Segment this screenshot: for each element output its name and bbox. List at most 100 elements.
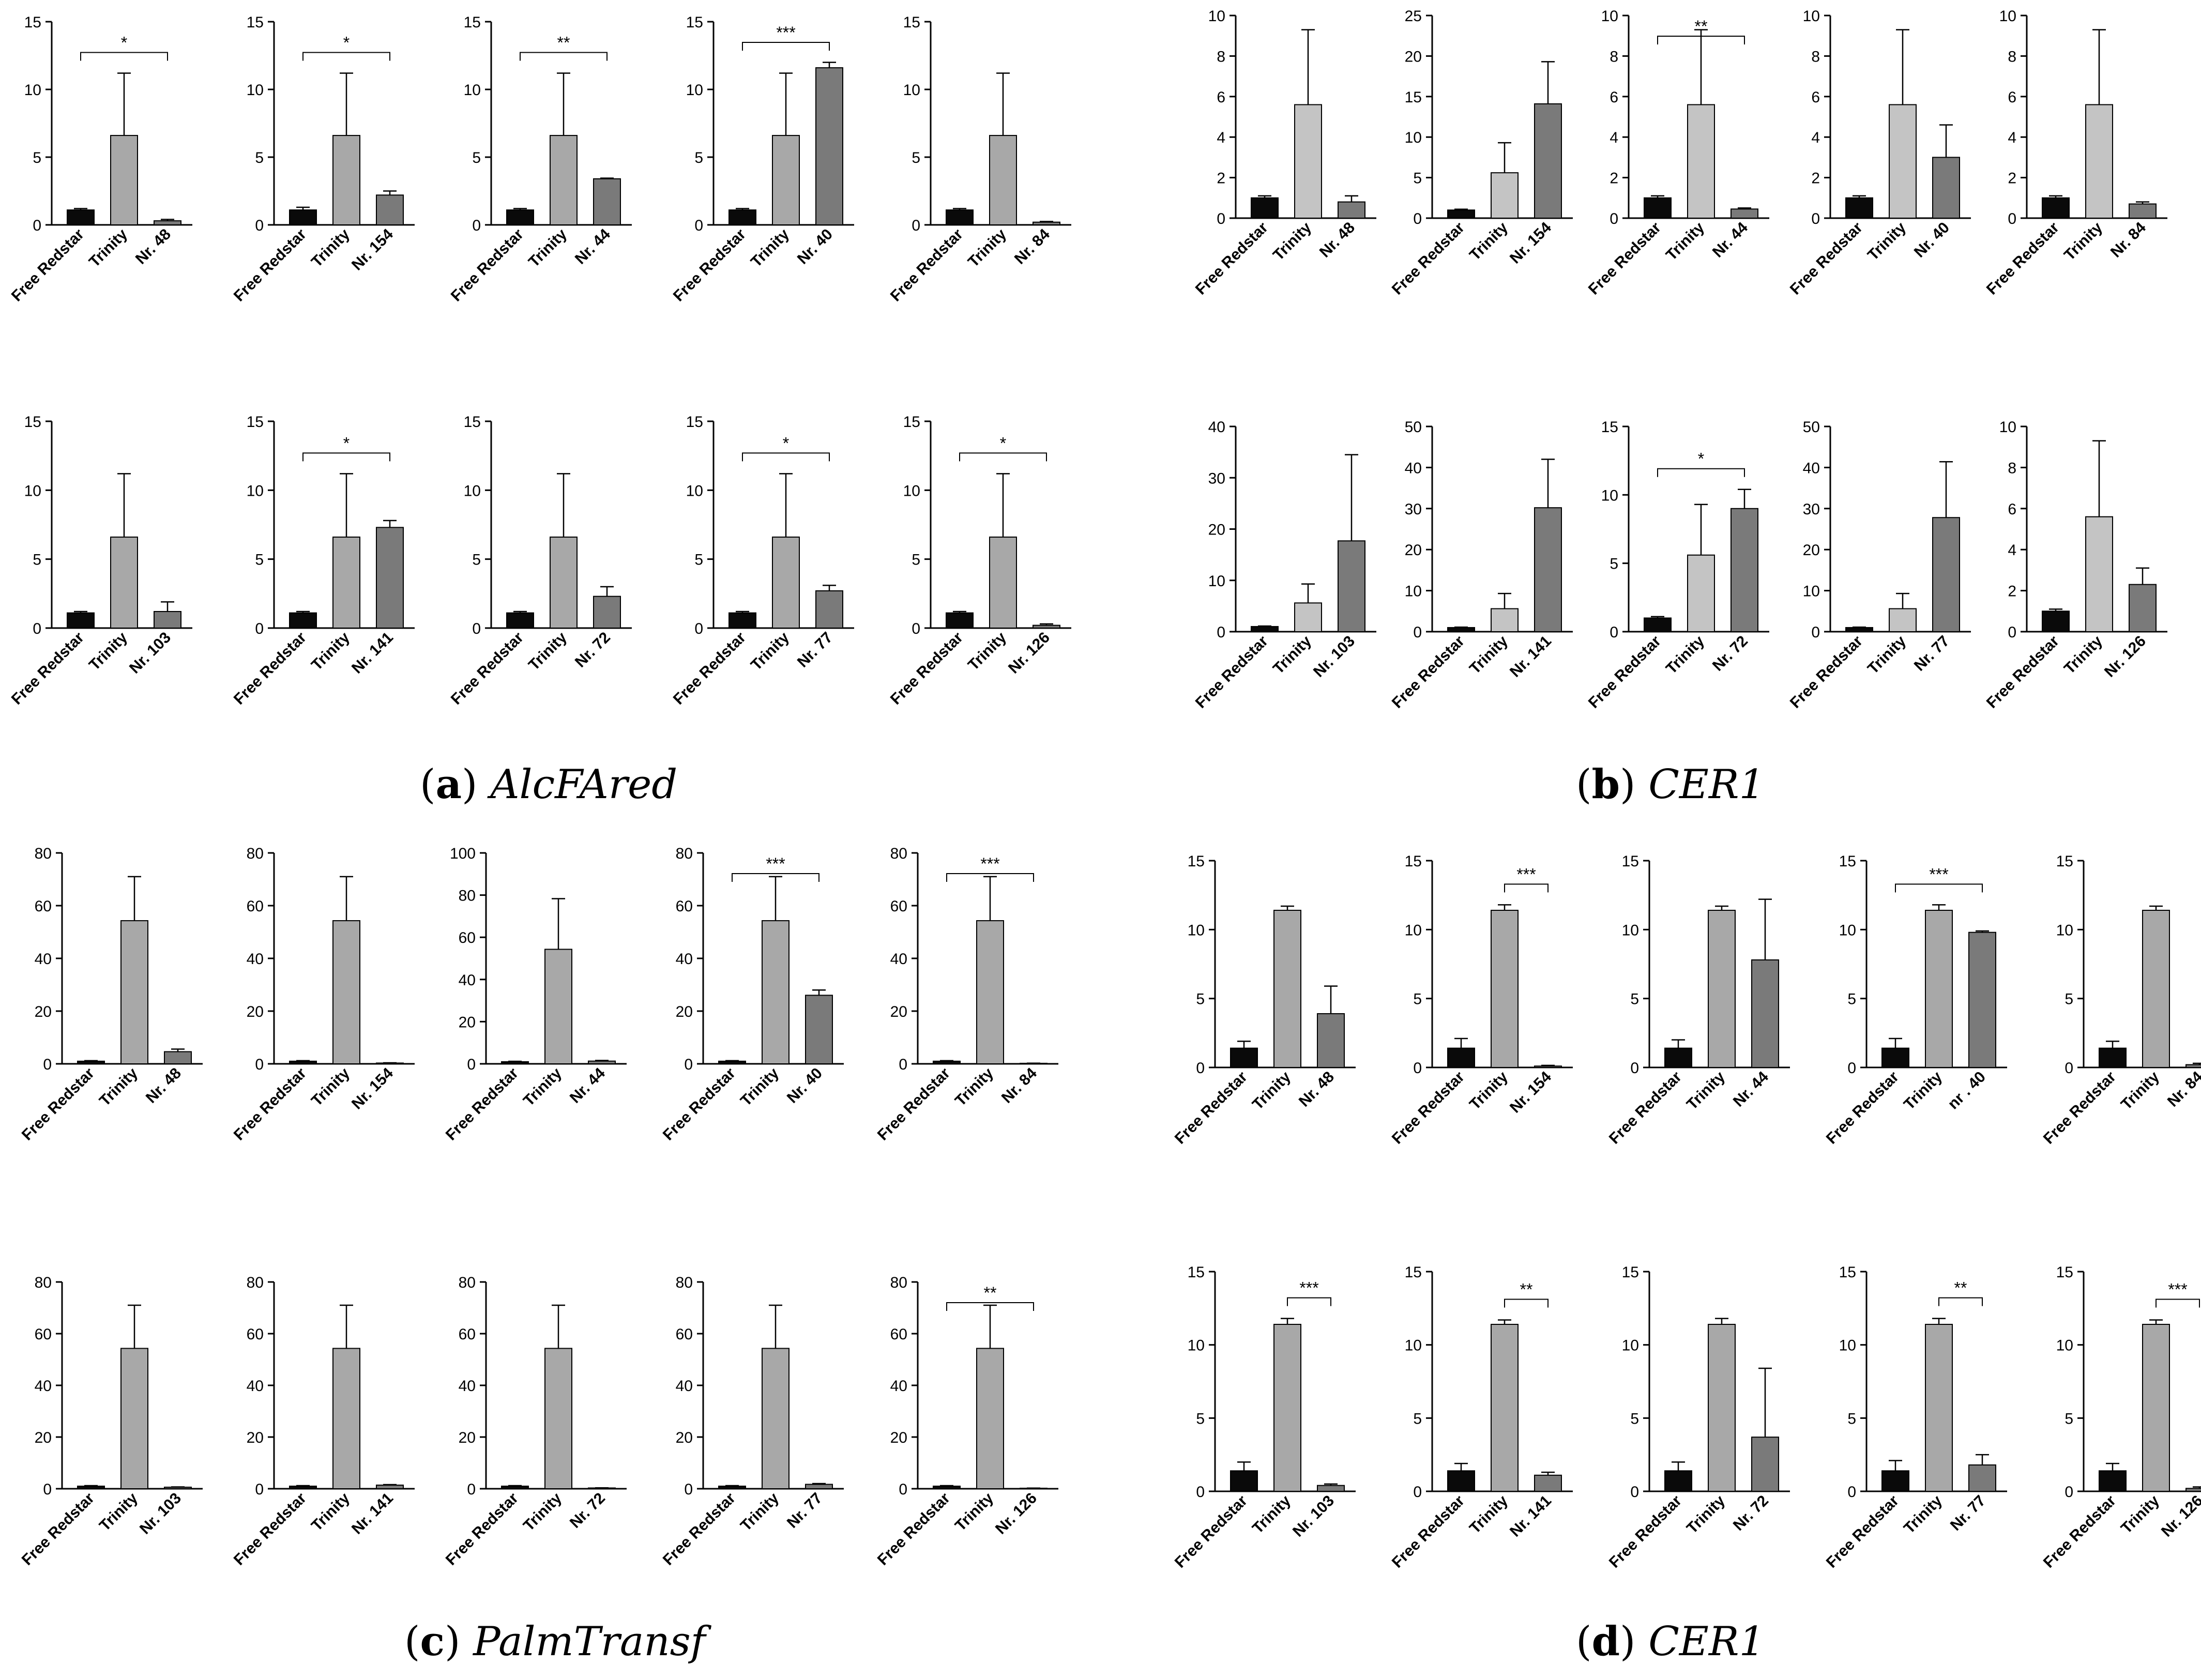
bar-line (1932, 517, 1960, 632)
caption-b: (b) CER1 (1576, 761, 1765, 808)
y-tick-label: 15 (903, 414, 920, 431)
x-tick-label: Free Redstar (8, 629, 87, 708)
bar-trinity (2085, 516, 2113, 632)
y-tick-label: 15 (2056, 853, 2073, 870)
bar-trinity (1708, 910, 1736, 1068)
x-tick-label: Trinity (952, 1489, 997, 1534)
x-tick-label: Trinity (1466, 1492, 1511, 1537)
y-tick-label: 50 (1803, 419, 1820, 436)
y-tick-label: 5 (694, 149, 703, 166)
y-tick-label: 15 (464, 414, 481, 431)
x-tick-label: nr . 40 (1945, 1068, 1989, 1113)
x-tick-label: Free Redstar (19, 1489, 98, 1568)
y-tick-label: 40 (1208, 419, 1225, 436)
y-tick-label: 0 (1413, 624, 1422, 641)
bar-trinity (110, 135, 138, 225)
bar-free-redstar (1664, 1047, 1692, 1068)
bar-free-redstar (1447, 1047, 1475, 1068)
bar-trinity (550, 537, 578, 629)
x-tick-label: Trinity (86, 225, 131, 270)
bar-line (1731, 508, 1758, 632)
significance-label: * (343, 434, 350, 452)
y-tick-label: 0 (1196, 1484, 1205, 1501)
x-tick-label: Trinity (1466, 1068, 1511, 1113)
y-tick-label: 15 (1188, 1264, 1205, 1281)
significance-label: * (783, 434, 789, 452)
x-tick-label: Nr. 77 (1947, 1492, 1989, 1534)
bar-line (1731, 208, 1758, 219)
bar-trinity (1491, 1324, 1519, 1492)
y-tick-label: 10 (1208, 573, 1225, 590)
significance-label: *** (766, 854, 785, 873)
x-tick-label: Free Redstar (443, 1489, 522, 1568)
y-tick-label: 8 (2008, 460, 2016, 477)
x-tick-label: Nr. 72 (1730, 1492, 1772, 1534)
y-tick-label: 4 (1217, 129, 1225, 146)
x-tick-label: Nr. 40 (794, 226, 836, 268)
significance-label: ** (557, 34, 570, 52)
y-tick-label: 5 (1196, 1410, 1205, 1427)
y-tick-label: 15 (464, 14, 481, 31)
significance-bracket (1504, 883, 1549, 893)
bar-free-redstar (2099, 1470, 2127, 1492)
y-tick-label: 0 (1413, 1484, 1422, 1501)
y-tick-label: 5 (694, 552, 703, 569)
y-tick-label: 20 (247, 1003, 264, 1020)
bar-free-redstar (1230, 1047, 1258, 1068)
x-tick-label: Trinity (965, 629, 1010, 674)
bar-free-redstar (718, 1060, 746, 1064)
x-tick-label: Nr. 84 (1011, 225, 1053, 267)
y-tick-label: 15 (1188, 853, 1205, 870)
bar-free-redstar (501, 1486, 529, 1489)
bar-free-redstar (728, 209, 756, 225)
x-tick-label: Nr. 72 (567, 1490, 609, 1532)
significance-label: ** (1954, 1279, 1967, 1297)
x-tick-label: Trinity (737, 1064, 782, 1109)
y-tick-label: 0 (1630, 1484, 1639, 1501)
x-tick-label: Trinity (520, 1489, 565, 1534)
y-tick-label: 10 (1803, 583, 1820, 600)
x-tick-label: Trinity (1683, 1068, 1728, 1113)
bar-trinity (550, 135, 578, 225)
x-tick-label: Free Redstar (1787, 219, 1866, 298)
x-tick-label: Trinity (748, 225, 793, 270)
y-tick-label: 6 (2008, 501, 2016, 518)
y-tick-label: 0 (33, 217, 41, 234)
y-tick-label: 2 (1610, 170, 1618, 187)
y-tick-label: 25 (1405, 8, 1422, 25)
significance-label: * (343, 34, 350, 52)
bar-trinity (762, 920, 790, 1064)
bar-free-redstar (77, 1486, 105, 1489)
significance-bracket (742, 42, 830, 51)
bar-trinity (2142, 1324, 2170, 1492)
y-tick-label: 20 (459, 1429, 476, 1446)
y-tick-label: 10 (686, 482, 703, 499)
y-tick-label: 2 (1217, 170, 1225, 187)
y-tick-label: 40 (459, 972, 476, 989)
significance-bracket (1504, 1299, 1549, 1308)
x-tick-label: Trinity (308, 225, 353, 270)
x-tick-label: Trinity (96, 1489, 141, 1534)
y-tick-label: 40 (35, 951, 52, 968)
y-tick-label: 80 (35, 1274, 52, 1291)
bar-trinity (120, 1348, 148, 1489)
y-tick-label: 5 (1610, 556, 1618, 573)
significance-bracket (742, 452, 830, 462)
y-tick-label: 80 (247, 1274, 264, 1291)
x-tick-label: Free Redstar (1606, 1068, 1685, 1147)
significance-label: ** (1695, 17, 1708, 36)
x-tick-label: Free Redstar (1787, 632, 1866, 711)
y-tick-label: 2 (2008, 583, 2016, 600)
y-tick-label: 20 (890, 1429, 907, 1446)
x-tick-label: Free Redstar (2040, 1068, 2119, 1147)
x-tick-label: Free Redstar (443, 1064, 522, 1143)
y-tick-label: 60 (890, 898, 907, 915)
